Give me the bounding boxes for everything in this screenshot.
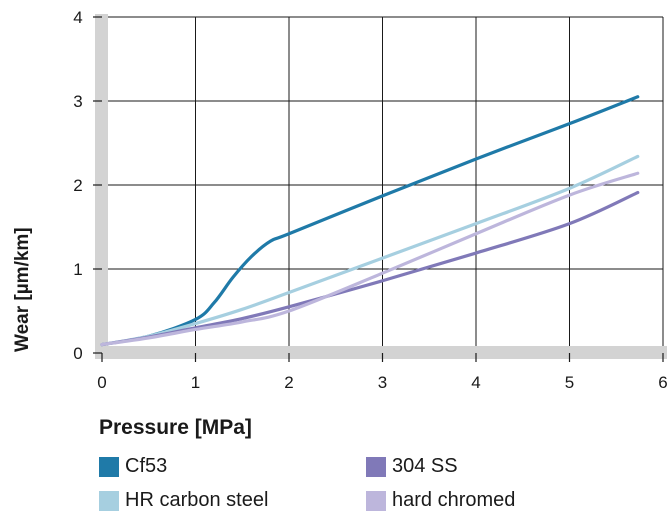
x-tick-label-2: 2 — [284, 373, 293, 392]
y-axis-bar — [95, 14, 108, 359]
legend-item-304-ss: 304 SS — [366, 455, 458, 478]
x-tick-label-6: 6 — [658, 373, 667, 392]
y-tick-label-2: 2 — [73, 176, 82, 195]
y-tick-label-0: 0 — [73, 344, 82, 363]
axes — [93, 14, 667, 362]
y-axis-label: Wear [µm/km] — [12, 227, 33, 352]
x-tick-label-4: 4 — [471, 373, 480, 392]
x-tick-label-5: 5 — [565, 373, 574, 392]
legend-label-304-ss: 304 SS — [392, 455, 458, 477]
series-line-hr-carbon-steel — [100, 154, 640, 347]
legend-swatch-hard-chromed — [366, 490, 386, 511]
x-tick-label-0: 0 — [97, 373, 106, 392]
legend-swatch-304-ss — [366, 456, 386, 477]
legend-item-hr-carbon-steel: HR carbon steel — [99, 489, 268, 512]
legend-item-cf53: Cf53 — [99, 455, 167, 478]
y-tick-label-1: 1 — [73, 260, 82, 279]
legend-swatch-hr-carbon-steel — [99, 490, 119, 511]
legend-label-hard-chromed: hard chromed — [392, 489, 516, 511]
x-tick-label-3: 3 — [378, 373, 387, 392]
y-tick-label-3: 3 — [73, 92, 82, 111]
legend-label-cf53: Cf53 — [125, 455, 168, 477]
legend-swatch-cf53 — [99, 456, 119, 477]
x-tick-label-1: 1 — [191, 373, 200, 392]
legend-label-hr-carbon-steel: HR carbon steel — [125, 489, 269, 511]
tick-labels: 0 1 2 3 4 5 6 0 1 2 3 4 — [73, 8, 667, 392]
series-line-hard-chromed — [100, 171, 640, 347]
grid — [102, 16, 664, 353]
series-line-cf53 — [100, 95, 640, 347]
x-axis-bar — [95, 346, 667, 359]
series-lines — [100, 95, 640, 347]
y-tick-label-4: 4 — [73, 8, 82, 27]
legend-item-hard-chromed: hard chromed — [366, 489, 515, 512]
x-axis-label: Pressure [MPa] — [99, 416, 252, 439]
